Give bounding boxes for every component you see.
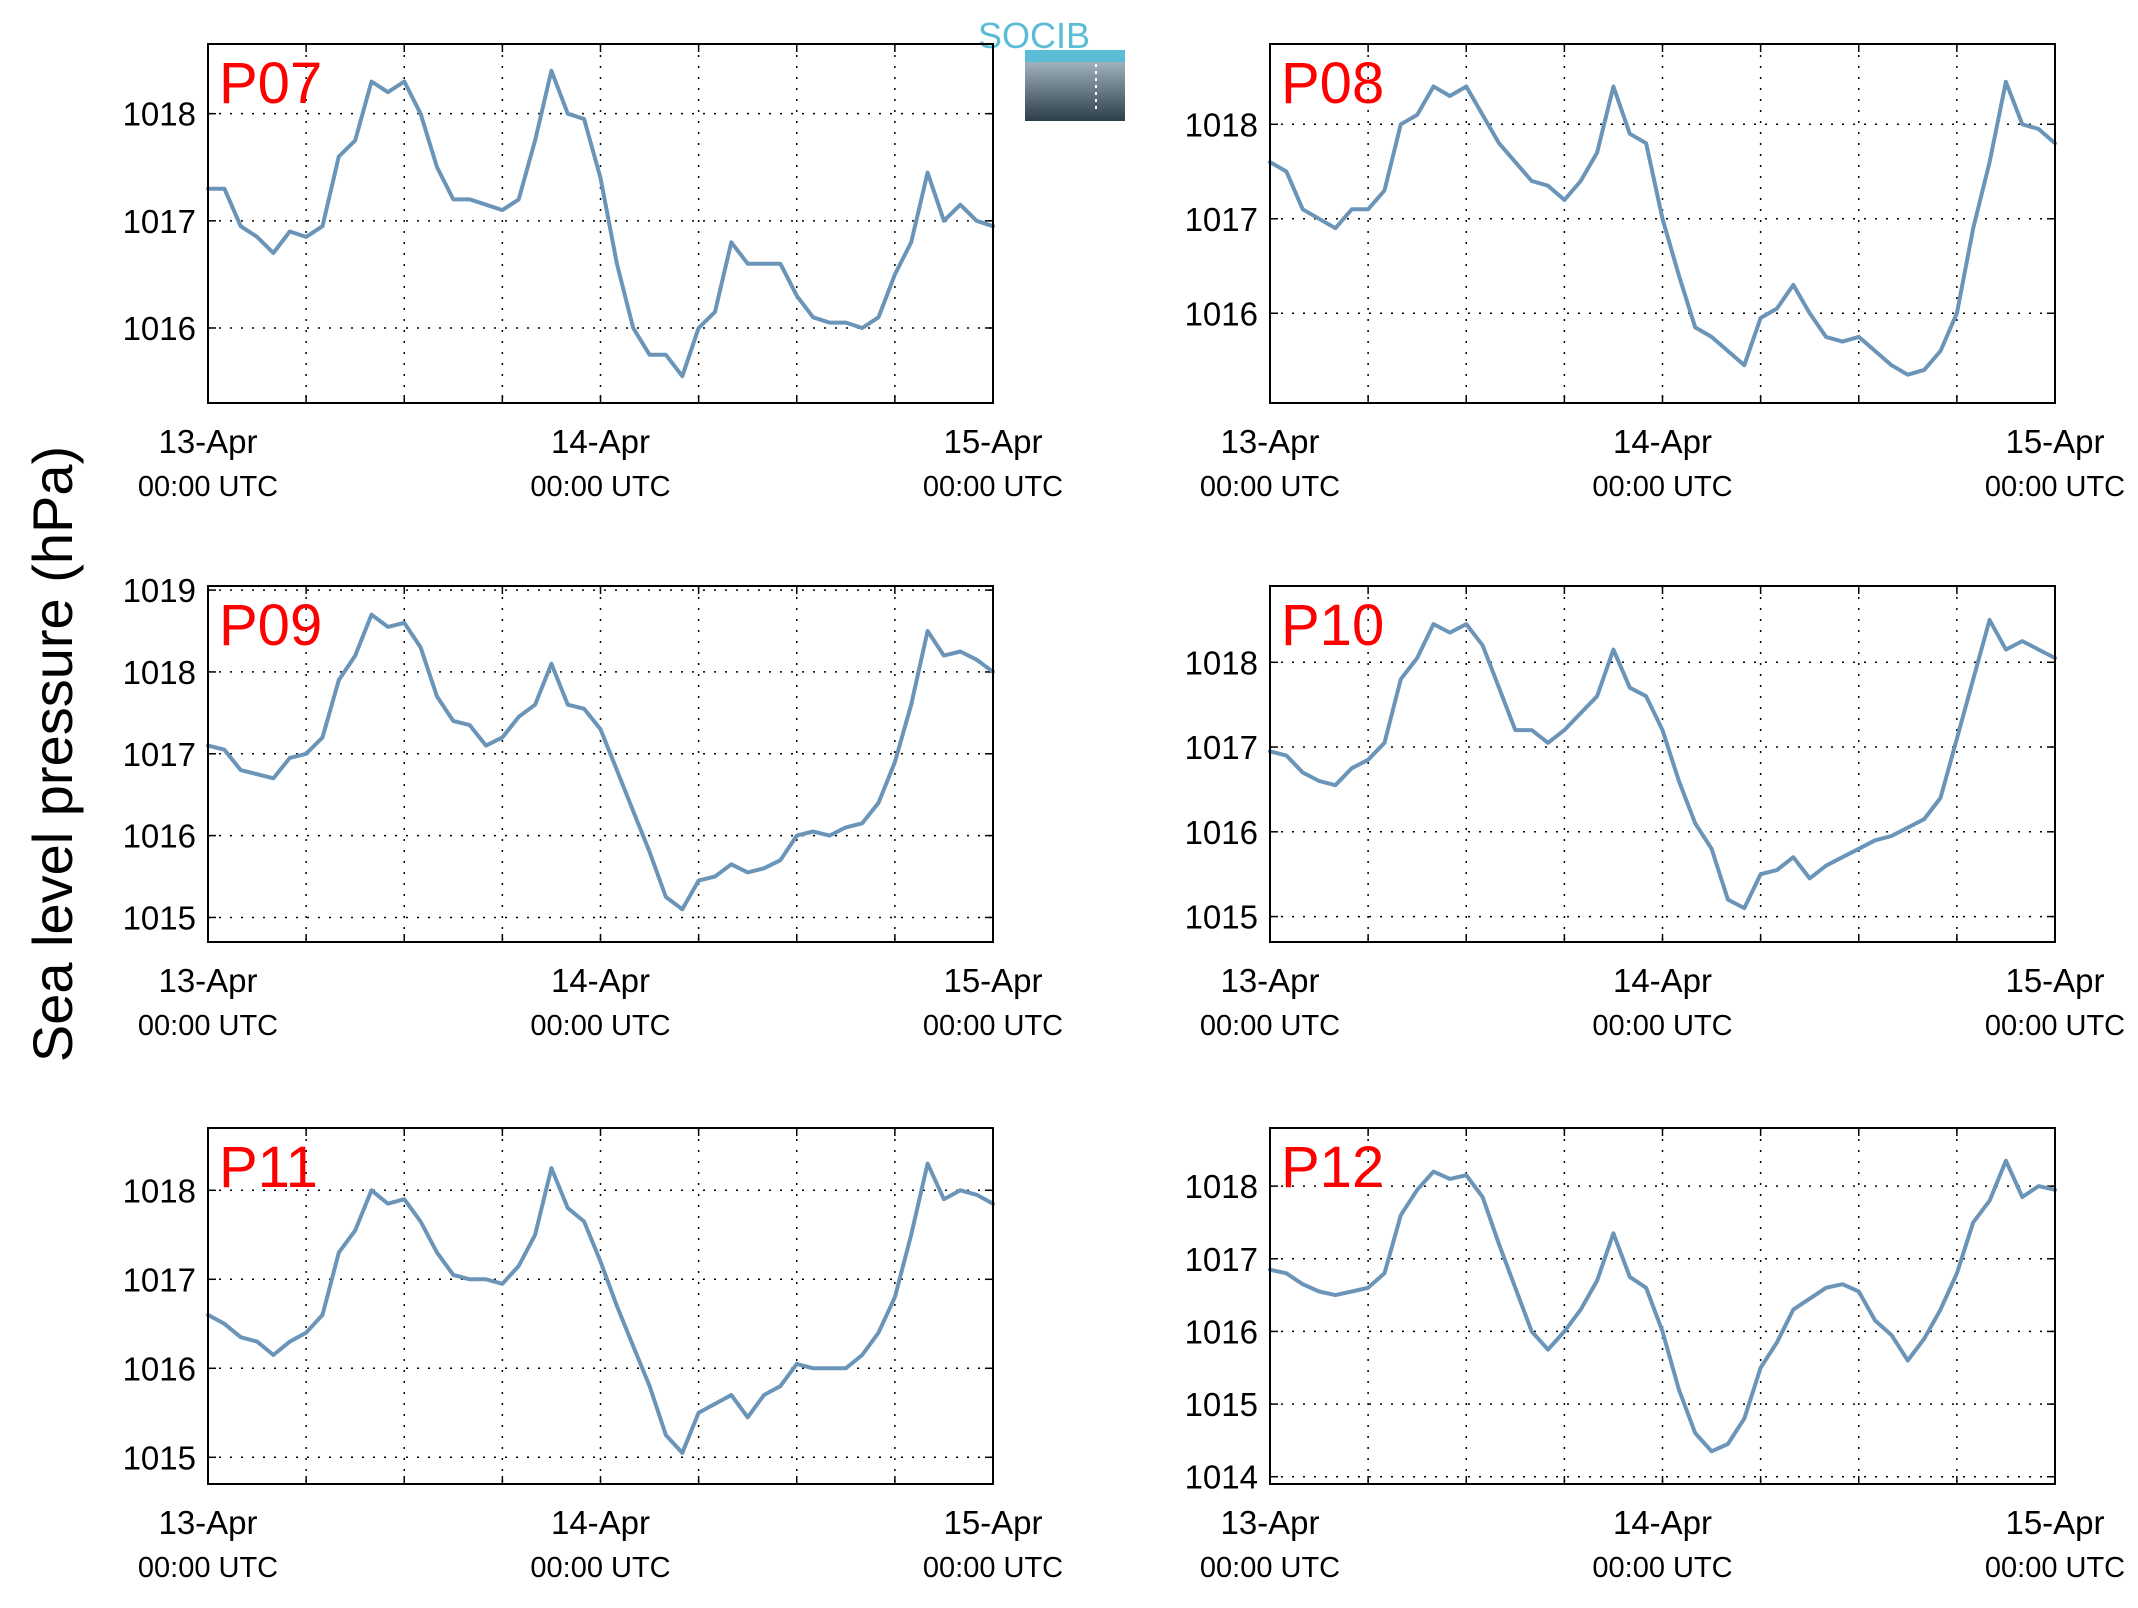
panel-title: P07 xyxy=(219,51,322,116)
y-tick-label: 1017 xyxy=(123,203,196,240)
y-tick-label: 1016 xyxy=(123,1350,196,1387)
x-tick-label-day: 14-Apr xyxy=(551,962,650,999)
x-tick-label-time: 00:00 UTC xyxy=(1985,471,2125,503)
series-line-p08 xyxy=(1268,79,2057,377)
x-tick-label-time: 00:00 UTC xyxy=(1592,471,1732,503)
series-line-p07 xyxy=(206,68,995,379)
y-tick-label: 1015 xyxy=(123,1439,196,1476)
x-tick-label-time: 00:00 UTC xyxy=(1200,1552,1340,1584)
y-tick-label: 1019 xyxy=(123,572,196,609)
x-tick-label-time: 00:00 UTC xyxy=(923,1010,1063,1042)
x-tick-label-time: 00:00 UTC xyxy=(1200,471,1340,503)
y-tick-label: 1018 xyxy=(123,654,196,691)
panel-title: P12 xyxy=(1281,1135,1384,1200)
chart-panel-p12: 1014 1015 1016 1017 1018 13-Apr 00:00 UTC 14-Ap… xyxy=(1185,1127,2125,1584)
panel-title: P08 xyxy=(1281,51,1384,116)
x-tick-label-time: 00:00 UTC xyxy=(1200,1010,1340,1042)
x-tick-label-day: 15-Apr xyxy=(2005,423,2104,460)
socib-logo: SOCIB xyxy=(978,15,1125,121)
panel-title: P11 xyxy=(219,1135,318,1200)
y-tick-label: 1017 xyxy=(1185,1241,1258,1278)
x-tick-label-day: 15-Apr xyxy=(2005,1504,2104,1541)
y-tick-label: 1016 xyxy=(1185,295,1258,332)
y-tick-label: 1017 xyxy=(1185,729,1258,766)
chart-panel-p11: 1015 1016 1017 1018 13-Apr 00:00 UTC 14-Apr 00:… xyxy=(123,1127,1063,1584)
y-tick-label: 1015 xyxy=(1185,1386,1258,1423)
series-line-p11 xyxy=(206,1161,995,1455)
x-tick-label-time: 00:00 UTC xyxy=(138,1552,278,1584)
panel-title: P10 xyxy=(1281,593,1384,658)
x-tick-label-time: 00:00 UTC xyxy=(530,1552,670,1584)
y-tick-label: 1014 xyxy=(1185,1459,1258,1496)
x-tick-label-day: 13-Apr xyxy=(158,962,257,999)
y-tick-label: 1018 xyxy=(1185,644,1258,681)
panel-title: P09 xyxy=(219,593,322,658)
axes-frame xyxy=(207,43,994,404)
y-tick-label: 1015 xyxy=(1185,899,1258,936)
axes-frame xyxy=(1269,43,2056,404)
axes-frame xyxy=(207,585,994,943)
x-tick-label-time: 00:00 UTC xyxy=(138,1010,278,1042)
axes-frame xyxy=(1269,1127,2056,1485)
x-tick-label-day: 13-Apr xyxy=(158,1504,257,1541)
y-axis-label: Sea level pressure (hPa) xyxy=(21,446,84,1062)
series-line-p09 xyxy=(206,612,995,912)
y-tick-label: 1017 xyxy=(123,1261,196,1298)
x-tick-label-time: 00:00 UTC xyxy=(1592,1552,1732,1584)
x-tick-label-time: 00:00 UTC xyxy=(1985,1552,2125,1584)
series-line-p10 xyxy=(1268,617,2057,911)
x-tick-label-time: 00:00 UTC xyxy=(1985,1010,2125,1042)
x-tick-label-day: 13-Apr xyxy=(1220,962,1319,999)
y-tick-label: 1017 xyxy=(123,736,196,773)
x-tick-label-time: 00:00 UTC xyxy=(1592,1010,1732,1042)
x-tick-label-day: 15-Apr xyxy=(943,1504,1042,1541)
y-tick-label: 1015 xyxy=(123,899,196,936)
x-tick-label-day: 14-Apr xyxy=(1613,962,1712,999)
axes-frame xyxy=(207,1127,994,1485)
x-tick-label-day: 14-Apr xyxy=(551,1504,650,1541)
y-tick-label: 1016 xyxy=(1185,1313,1258,1350)
y-tick-label: 1018 xyxy=(1185,1168,1258,1205)
x-tick-label-day: 13-Apr xyxy=(1220,423,1319,460)
chart-panel-p10: 1015 1016 1017 1018 13-Apr 00:00 UTC 14-Apr 00:… xyxy=(1185,585,2125,1042)
y-tick-label: 1016 xyxy=(1185,814,1258,851)
chart-panel-p09: 1015 1016 1017 1018 1019 13-Apr 00:00 UTC 14-Ap… xyxy=(123,572,1064,1042)
chart-panel-p08: 1016 1017 1018 13-Apr 00:00 UTC 14-Apr 00:00 U… xyxy=(1185,43,2125,503)
y-tick-label: 1017 xyxy=(1185,201,1258,238)
x-tick-label-day: 15-Apr xyxy=(943,423,1042,460)
series-line-p12 xyxy=(1268,1158,2057,1454)
x-tick-label-day: 13-Apr xyxy=(158,423,257,460)
x-tick-label-day: 14-Apr xyxy=(1613,1504,1712,1541)
chart-panel-p07: 1016 1017 1018 13-Apr 00:00 UTC 14-Apr 00:00 U… xyxy=(123,43,1063,503)
y-tick-label: 1016 xyxy=(123,818,196,855)
y-tick-label: 1018 xyxy=(1185,106,1258,143)
x-tick-label-time: 00:00 UTC xyxy=(923,1552,1063,1584)
y-tick-label: 1018 xyxy=(123,96,196,133)
x-tick-label-time: 00:00 UTC xyxy=(530,471,670,503)
axes-frame xyxy=(1269,585,2056,943)
x-tick-label-time: 00:00 UTC xyxy=(138,471,278,503)
y-tick-label: 1018 xyxy=(123,1172,196,1209)
logo-text: SOCIB xyxy=(978,15,1090,56)
x-tick-label-day: 13-Apr xyxy=(1220,1504,1319,1541)
x-tick-label-time: 00:00 UTC xyxy=(923,471,1063,503)
x-tick-label-day: 14-Apr xyxy=(1613,423,1712,460)
x-tick-label-day: 14-Apr xyxy=(551,423,650,460)
x-tick-label-day: 15-Apr xyxy=(943,962,1042,999)
y-tick-label: 1016 xyxy=(123,310,196,347)
x-tick-label-day: 15-Apr xyxy=(2005,962,2104,999)
x-tick-label-time: 00:00 UTC xyxy=(530,1010,670,1042)
